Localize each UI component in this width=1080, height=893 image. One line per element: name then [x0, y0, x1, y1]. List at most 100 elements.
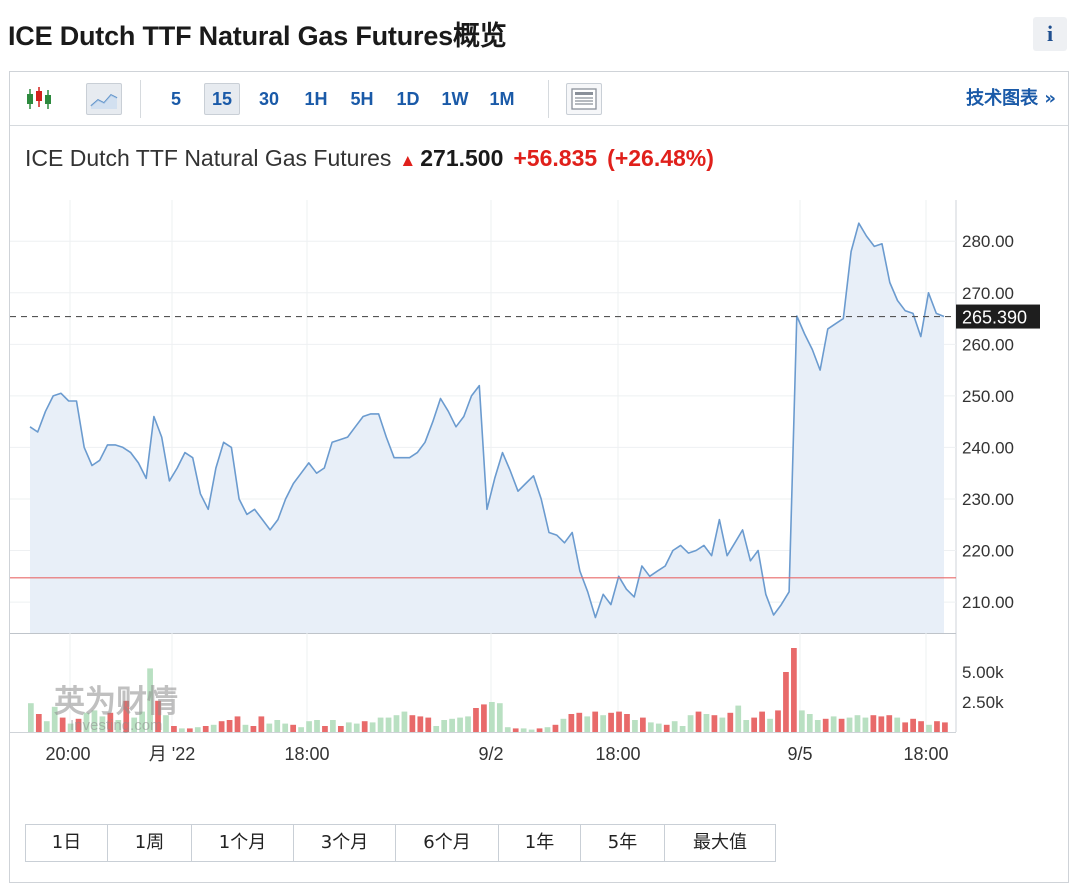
volume-bar: [862, 717, 869, 732]
range-max[interactable]: 最大值: [693, 832, 747, 853]
volume-bar: [663, 724, 670, 732]
interval-5[interactable]: 5: [170, 89, 181, 109]
volume-bar: [449, 718, 455, 732]
volume-bar: [99, 716, 106, 732]
range-5y[interactable]: 5年: [581, 825, 665, 861]
volume-bar: [536, 728, 543, 732]
volume-bar: [107, 712, 114, 732]
volume-bar: [894, 717, 901, 732]
quote-line: ICE Dutch TTF Natural Gas Futures ▲ 271.50…: [25, 145, 714, 172]
volume-bar: [806, 714, 813, 732]
interval-5h[interactable]: 5H: [350, 89, 374, 109]
volume-bar: [632, 720, 638, 732]
volume-bar: [838, 718, 845, 732]
interval-1w[interactable]: 1W: [441, 89, 469, 109]
info-button[interactable]: i: [1033, 17, 1067, 51]
volume-bar: [544, 727, 551, 732]
volume-bar: [647, 722, 654, 732]
volume-bar: [282, 723, 289, 732]
volume-bar: [258, 716, 265, 732]
interval-1h[interactable]: 1H: [304, 89, 328, 109]
technical-chart-link[interactable]: 技术图表 »: [966, 88, 1056, 109]
volume-bar: [687, 715, 694, 732]
volume-bar: [560, 718, 567, 732]
volume-bar: [28, 703, 34, 732]
line-chart-icon[interactable]: [86, 83, 122, 115]
volume-bar: [298, 727, 304, 732]
volume-bar: [337, 726, 344, 732]
range-1y[interactable]: 1年: [499, 825, 581, 861]
volume-bar: [234, 716, 241, 732]
watermark-text: Investing.com: [70, 717, 163, 734]
interval-30[interactable]: 30: [258, 89, 280, 109]
volume-bar: [401, 711, 408, 732]
toolbar-separator: [140, 80, 141, 118]
volume-bar: [775, 710, 781, 732]
volume-bar: [473, 708, 479, 732]
price-chart[interactable]: 210.00 220.00 230.00 240.00 250.00 260.00 270.…: [10, 72, 1068, 812]
range-3m[interactable]: 3个月: [294, 825, 396, 861]
instrument-name: ICE Dutch TTF Natural Gas Futures: [25, 145, 392, 171]
volume-bar: [655, 723, 662, 732]
volume-bar: [393, 715, 400, 732]
volume-bar: [441, 720, 448, 732]
range-1m[interactable]: 1个月: [192, 825, 294, 861]
volume-bar: [226, 720, 233, 732]
volume-bar: [504, 727, 511, 732]
volume-bar: [854, 715, 861, 732]
volume-bar: [51, 706, 58, 732]
volume-bar: [115, 720, 122, 732]
volume-bar: [783, 672, 789, 732]
last-price: 271.500: [420, 145, 504, 171]
volume-bar: [250, 726, 257, 732]
volume-bar: [194, 727, 201, 732]
volume-bar: [314, 720, 320, 732]
volume-bar: [425, 717, 432, 732]
volume-bar: [767, 718, 773, 732]
volume-bar: [640, 717, 646, 732]
volume-bar: [83, 712, 90, 732]
volume-bar: [345, 722, 352, 732]
watermark-logo: 英为财情: [54, 684, 178, 720]
volume-bar: [361, 721, 368, 732]
volume-bar: [902, 722, 909, 732]
volume-bar: [35, 714, 42, 732]
interval-1d[interactable]: 1D: [396, 89, 420, 109]
volume-bar: [59, 717, 66, 732]
volume-bar: [489, 702, 495, 732]
y-tick-label: 260.00: [962, 335, 1014, 354]
volume-bar: [496, 703, 503, 732]
range-1d[interactable]: 1日: [26, 825, 108, 861]
volume-bar: [330, 720, 336, 732]
candlestick-icon[interactable]: [24, 83, 60, 115]
volume-bar: [814, 720, 821, 732]
volume-bar: [433, 726, 440, 732]
volume-tick-label: 5.00k: [962, 663, 1004, 682]
volume-bar: [846, 717, 853, 732]
volume-bar: [743, 720, 750, 732]
volume-bar: [322, 726, 328, 732]
volume-bar: [608, 712, 614, 732]
range-1w[interactable]: 1周: [108, 825, 192, 861]
news-icon[interactable]: [566, 83, 602, 115]
volume-bar: [465, 716, 471, 732]
interval-15[interactable]: 15: [204, 83, 240, 115]
volume-bar: [520, 728, 527, 732]
volume-bar: [377, 717, 384, 732]
time-range-selector: 1日 1周 1个月 3个月 6个月 1年 5年 最大值: [25, 824, 776, 862]
volume-bar: [695, 711, 702, 732]
volume-bar: [910, 718, 916, 732]
interval-1m[interactable]: 1M: [489, 89, 515, 109]
x-tick-label: 月 '22: [149, 744, 195, 764]
volume-tick-label: 2.50k: [962, 693, 1004, 712]
volume-bar: [131, 717, 138, 732]
range-6m[interactable]: 6个月: [396, 825, 499, 861]
volume-bar: [830, 716, 837, 732]
x-tick-label: 9/5: [787, 744, 812, 764]
volume-bar: [75, 718, 82, 732]
price-area: [30, 223, 944, 633]
volume-bar: [735, 705, 742, 732]
volume-bar: [552, 724, 559, 732]
x-tick-label: 9/2: [478, 744, 503, 764]
volume-bar: [703, 714, 710, 732]
